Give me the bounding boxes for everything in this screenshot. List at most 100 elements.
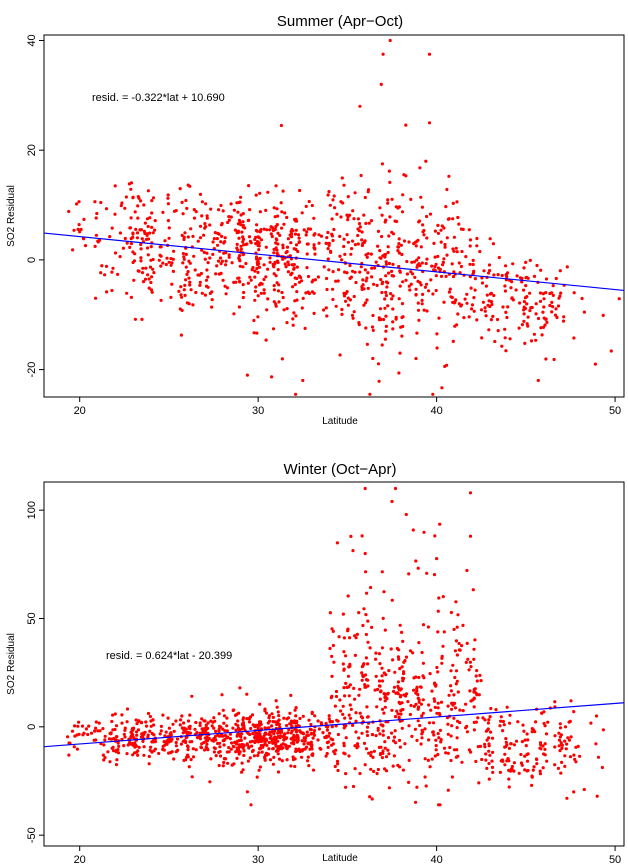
winter-point bbox=[402, 672, 406, 676]
summer-point bbox=[165, 256, 169, 260]
summer-point bbox=[239, 195, 243, 199]
winter-point bbox=[344, 654, 348, 658]
winter-point bbox=[310, 743, 314, 747]
winter-point bbox=[424, 784, 428, 788]
winter-point bbox=[461, 709, 465, 713]
summer-point bbox=[183, 283, 187, 287]
winter-point bbox=[572, 753, 576, 757]
summer-point bbox=[469, 286, 473, 290]
winter-point bbox=[412, 688, 416, 692]
winter-point bbox=[422, 676, 426, 680]
winter-point bbox=[503, 763, 507, 767]
summer-point bbox=[504, 273, 508, 277]
summer-point bbox=[534, 338, 538, 342]
winter-point bbox=[563, 764, 567, 769]
summer-point bbox=[306, 242, 310, 246]
winter-point bbox=[508, 713, 512, 717]
winter-point bbox=[200, 717, 204, 721]
summer-point bbox=[558, 269, 562, 273]
winter-point bbox=[341, 662, 345, 666]
summer-point bbox=[365, 342, 369, 346]
winter-point bbox=[227, 746, 231, 750]
summer-point bbox=[380, 162, 384, 166]
summer-point bbox=[520, 323, 525, 327]
winter-point bbox=[423, 727, 427, 731]
summer-point bbox=[169, 263, 173, 267]
summer-point bbox=[187, 276, 191, 280]
summer-point bbox=[305, 252, 309, 256]
winter-point bbox=[353, 697, 357, 701]
winter-point bbox=[123, 728, 127, 733]
summer-point bbox=[136, 204, 140, 208]
winter-point bbox=[362, 741, 367, 746]
winter-point bbox=[402, 660, 406, 664]
summer-point bbox=[236, 230, 240, 234]
winter-point bbox=[310, 747, 314, 751]
winter-point bbox=[366, 715, 370, 719]
summer-point bbox=[425, 257, 429, 261]
winter-point bbox=[490, 765, 495, 770]
summer-point bbox=[424, 282, 429, 286]
winter-point bbox=[354, 636, 358, 640]
winter-point bbox=[221, 764, 225, 768]
summer-point bbox=[390, 269, 394, 273]
winter-point bbox=[391, 764, 395, 768]
winter-point bbox=[286, 731, 290, 735]
winter-point bbox=[505, 705, 509, 709]
summer-point bbox=[475, 318, 479, 322]
summer-point bbox=[135, 231, 140, 235]
summer-point bbox=[265, 308, 269, 312]
winter-point bbox=[449, 758, 453, 763]
winter-point bbox=[469, 699, 473, 703]
summer-point bbox=[146, 189, 150, 193]
winter-point bbox=[363, 683, 367, 687]
winter-point bbox=[179, 742, 183, 746]
winter-point bbox=[507, 746, 511, 751]
summer-point bbox=[291, 317, 295, 321]
winter-point bbox=[596, 755, 601, 759]
winter-point bbox=[487, 749, 491, 753]
summer-point bbox=[374, 260, 378, 264]
summer-point bbox=[349, 275, 353, 279]
winter-point bbox=[468, 660, 472, 664]
summer-point bbox=[291, 323, 295, 327]
winter-point bbox=[360, 716, 365, 720]
summer-y-tick-label: 20 bbox=[26, 144, 38, 156]
summer-point bbox=[366, 286, 370, 290]
summer-point bbox=[254, 228, 258, 233]
winter-point bbox=[415, 785, 419, 789]
summer-point bbox=[272, 251, 276, 255]
winter-point bbox=[327, 734, 331, 738]
winter-point bbox=[431, 730, 435, 734]
summer-point bbox=[248, 275, 252, 279]
summer-point bbox=[227, 255, 231, 259]
winter-point bbox=[558, 722, 562, 726]
winter-point bbox=[419, 685, 423, 689]
winter-point bbox=[75, 747, 79, 751]
winter-point bbox=[499, 715, 503, 719]
summer-point bbox=[241, 265, 245, 269]
winter-point bbox=[172, 729, 176, 734]
winter-point bbox=[348, 716, 353, 720]
winter-point bbox=[147, 754, 151, 759]
winter-point bbox=[600, 765, 605, 770]
summer-point bbox=[384, 324, 388, 328]
summer-point bbox=[264, 275, 268, 279]
summer-point bbox=[189, 288, 193, 292]
winter-point bbox=[393, 715, 398, 719]
winter-point bbox=[137, 745, 141, 750]
summer-point bbox=[409, 197, 413, 201]
summer-point bbox=[468, 238, 473, 242]
winter-point bbox=[77, 732, 81, 736]
summer-point bbox=[296, 233, 301, 237]
winter-fit-line bbox=[43, 702, 625, 748]
summer-point bbox=[226, 220, 230, 225]
summer-point bbox=[351, 239, 355, 243]
summer-point bbox=[166, 193, 170, 197]
winter-point bbox=[217, 727, 221, 732]
summer-point bbox=[297, 236, 301, 240]
summer-point bbox=[262, 227, 266, 231]
summer-point bbox=[135, 236, 139, 240]
winter-point bbox=[386, 736, 391, 740]
winter-point bbox=[214, 729, 218, 734]
